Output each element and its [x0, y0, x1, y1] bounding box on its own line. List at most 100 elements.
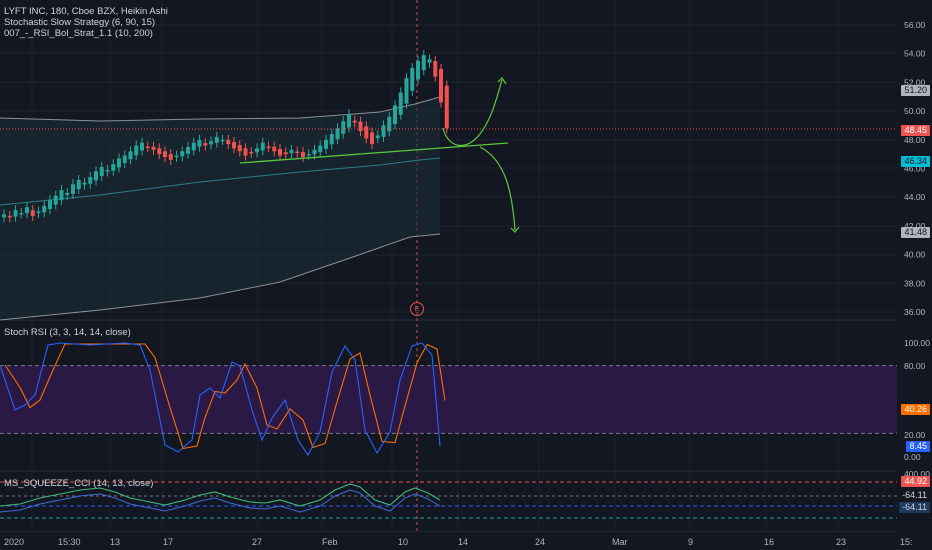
price-axis-label: 38.00 — [904, 278, 926, 288]
candlestick-series — [2, 50, 449, 223]
squeeze-value-tag-b: -64.11 — [902, 490, 927, 500]
earnings-marker[interactable]: E — [410, 302, 424, 316]
candle-body — [289, 149, 294, 154]
time-axis-label: 2020 — [4, 537, 24, 547]
candle-body — [439, 68, 443, 103]
forecast-up-arrowhead — [497, 77, 507, 85]
candle-body — [94, 171, 98, 181]
candle-body — [48, 200, 52, 210]
time-axis-label: 9 — [688, 537, 693, 547]
candle-body — [427, 59, 432, 63]
stoch-k-tag: 8.45 — [906, 441, 930, 452]
candle-body — [341, 121, 346, 134]
time-axis-label: 16 — [764, 537, 774, 547]
squeeze-cci-title[interactable]: MS_SQUEEZE_CCI (14, 13, close) — [4, 478, 154, 489]
candle-body — [370, 132, 374, 145]
candle-body — [13, 210, 18, 217]
candle-body — [157, 148, 162, 155]
candle-body — [381, 125, 386, 137]
candle-body — [140, 142, 144, 151]
time-axis-label: 23 — [836, 537, 846, 547]
lower-band-price-tag: 41.48 — [901, 227, 930, 238]
candle-body — [203, 143, 208, 146]
time-axis-label: 15: — [900, 537, 913, 547]
time-axis-label: 27 — [252, 537, 262, 547]
candle-body — [122, 155, 127, 163]
candle-body — [410, 68, 415, 91]
last-price-tag: 48.45 — [901, 125, 930, 136]
price-axis-label: 52.00 — [904, 77, 926, 87]
candle-body — [433, 61, 438, 77]
candle-body — [36, 211, 41, 214]
candle-body — [421, 55, 426, 71]
upper-band-line — [0, 96, 441, 122]
middle-band-line — [0, 157, 441, 206]
forecast-up-path — [442, 79, 503, 146]
stoch-legend: Stoch RSI (3, 3, 14, 14, close) — [4, 327, 131, 338]
stoch-band-fill — [0, 365, 897, 434]
candle-body — [214, 136, 219, 143]
time-axis-label: 24 — [535, 537, 545, 547]
candle-body — [117, 158, 121, 168]
candle-body — [398, 92, 403, 115]
candle-body — [249, 151, 254, 154]
candle-body — [393, 105, 397, 125]
candle-body — [128, 151, 133, 160]
candle-body — [416, 60, 420, 80]
symbol-title[interactable]: LYFT INC, 180, Cboe BZX, Heikin Ashi — [4, 6, 168, 17]
stoch-rsi-pane — [0, 342, 897, 457]
candle-body — [59, 190, 64, 201]
stoch-rsi-title[interactable]: Stoch RSI (3, 3, 14, 14, close) — [4, 327, 131, 338]
candle-body — [347, 113, 351, 128]
candle-body — [65, 192, 70, 196]
time-axis-label: 10 — [398, 537, 408, 547]
candle-body — [19, 212, 24, 215]
candle-body — [266, 146, 271, 149]
candle-body — [76, 179, 81, 190]
time-axis-label: 15:30 — [58, 537, 81, 547]
stoch-axis-label: 20.00 — [904, 430, 926, 440]
candle-body — [71, 184, 75, 194]
price-axis-label: 48.00 — [904, 135, 926, 145]
candle-body — [174, 155, 179, 158]
squeeze-legend: MS_SQUEEZE_CCI (14, 13, close) — [4, 478, 153, 489]
candle-body — [237, 145, 242, 152]
candle-body — [99, 167, 104, 176]
candle-body — [352, 120, 357, 123]
candle-body — [88, 177, 93, 184]
candle-body — [111, 164, 116, 171]
candle-body — [105, 169, 110, 172]
candle-body — [278, 149, 282, 156]
study-rsi-bol-label[interactable]: 007_-_RSI_Bol_Strat_1.1 (10, 200) — [4, 28, 153, 39]
candle-body — [324, 139, 328, 149]
candle-body — [30, 210, 35, 216]
candle-body — [260, 142, 265, 151]
lower-band-line — [0, 233, 441, 321]
candle-body — [7, 215, 12, 218]
stoch-axis-label: 80.00 — [904, 361, 926, 371]
candle-body — [186, 146, 190, 154]
candle-body — [145, 146, 150, 149]
time-axis-label: 14 — [458, 537, 468, 547]
price-axis-label: 36.00 — [904, 307, 926, 317]
candle-body — [151, 146, 156, 150]
study-stochastic-label[interactable]: Stochastic Slow Strategy (6, 90, 15) — [4, 17, 156, 28]
candle-body — [232, 141, 236, 149]
squeeze-axis-label: 400.00 — [904, 469, 930, 479]
candle-body — [25, 207, 29, 214]
time-axis-background — [0, 532, 932, 550]
candle-body — [358, 121, 363, 132]
candle-body — [295, 151, 300, 154]
price-axis-label: 54.00 — [904, 49, 926, 59]
trend-line — [239, 142, 509, 164]
candle-body — [243, 148, 248, 156]
time-axis-label: Mar — [612, 537, 628, 547]
candle-body — [220, 139, 225, 142]
stoch-axis-label: 0.00 — [904, 452, 921, 462]
time-axis-label: Feb — [322, 537, 338, 547]
main-legend: LYFT INC, 180, Cboe BZX, Heikin Ashi Sto… — [4, 6, 168, 39]
candle-body — [335, 128, 340, 140]
candle-body — [387, 116, 392, 132]
candle-body — [444, 85, 449, 129]
